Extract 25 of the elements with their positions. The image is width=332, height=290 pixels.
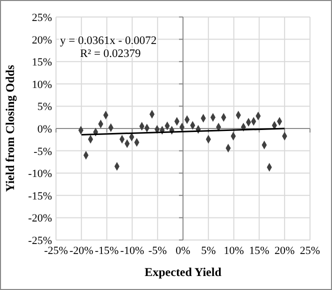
y-tick-label: 20% xyxy=(32,34,52,46)
x-tick-label: 0% xyxy=(176,245,190,257)
y-tick-label: -10% xyxy=(28,168,52,180)
y-tick-label: 25% xyxy=(32,12,52,24)
y-tick-label: -25% xyxy=(28,235,52,247)
x-tick-label: -15% xyxy=(94,245,119,257)
y-tick-label: 0% xyxy=(37,124,52,136)
x-tick-label: 5% xyxy=(201,245,216,257)
y-tick-label: 5% xyxy=(37,101,52,114)
y-tick-label: -20% xyxy=(28,212,52,225)
x-tick-label: 20% xyxy=(274,245,295,257)
y-tick-label: 15% xyxy=(32,56,52,69)
y-tick-label: 10% xyxy=(32,78,52,91)
x-tick-label: 25% xyxy=(300,245,320,257)
x-axis-title: Expected Yield xyxy=(144,265,222,279)
x-tick-label: 15% xyxy=(249,245,270,257)
y-tick-label: -5% xyxy=(34,146,52,158)
x-tick-label: -5% xyxy=(148,245,167,257)
y-axis-title: Yield from Closing Odds xyxy=(3,64,17,192)
annotation: y = 0.0361x - 0.0072 xyxy=(60,35,157,47)
x-tick-label: 10% xyxy=(224,245,244,257)
annotation: R² = 0.02379 xyxy=(80,48,141,60)
x-tick-label: -20% xyxy=(69,245,94,257)
y-tick-label: -15% xyxy=(28,190,52,202)
x-tick-label: -10% xyxy=(120,245,144,257)
